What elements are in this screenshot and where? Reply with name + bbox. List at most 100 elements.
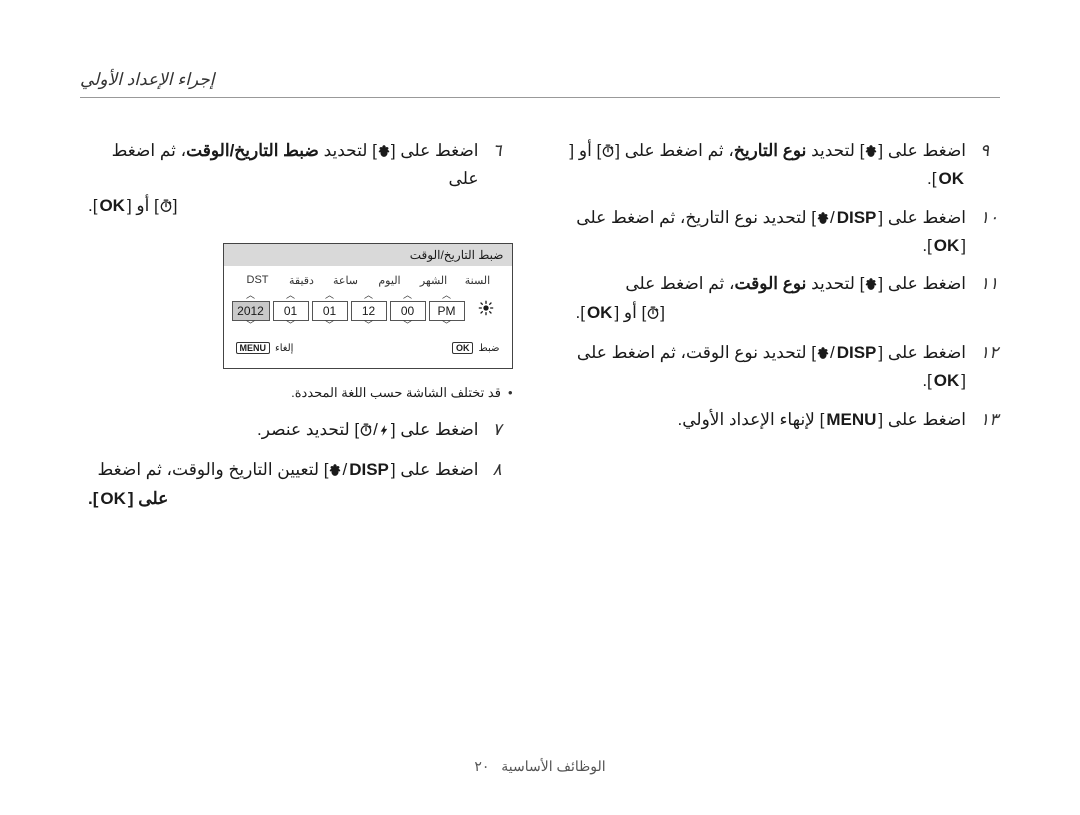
text: [ [173, 196, 178, 215]
value-year: 2012 [232, 301, 270, 321]
timer-icon [646, 302, 660, 328]
ok-key: OK [98, 486, 128, 512]
spinner-month[interactable]: ︿ 01 ﹀ [273, 291, 309, 331]
disp-key: DISP [347, 457, 391, 483]
page-number: ٢٠ [474, 758, 489, 774]
text: ] لإنهاء الإعداد الأولي. [678, 410, 825, 429]
step-number: ١٢ [980, 340, 1000, 395]
dst-icon-cell[interactable] [468, 290, 504, 332]
text: ]. [922, 371, 931, 390]
step-9: ٩ اضغط على [ ] لتحديد نوع التاريخ، ثم اضغ… [568, 138, 1001, 193]
step-number: ١٠ [980, 205, 1000, 260]
text: اضغط على [ [391, 420, 479, 439]
page-header: إجراء الإعداد الأولي [80, 70, 1000, 98]
text: ]. [88, 489, 98, 508]
macro-icon [328, 459, 342, 485]
text: ]. [576, 303, 585, 322]
value-month: 01 [273, 301, 309, 321]
text: على [ [128, 489, 168, 508]
step-number: ١١ [980, 271, 1000, 328]
text: اضغط على [ [391, 141, 479, 160]
text: ] لتحديد [806, 141, 864, 160]
text: ]. [922, 236, 931, 255]
timer-icon [359, 419, 373, 445]
screen-set[interactable]: OK ضبط [452, 342, 500, 354]
camera-screen: ضبط التاريخ/الوقت السنة الشهر اليوم ساعة… [223, 243, 513, 369]
step-13: ١٣ اضغط على [MENU] لإنهاء الإعداد الأولي… [568, 407, 1001, 433]
text: ، ثم اضغط على [625, 274, 734, 293]
step-11: ١١ اضغط على [] لتحديد نوع الوقت، ثم اضغط… [568, 271, 1001, 328]
ok-key: OK [937, 166, 967, 192]
text: اضغط على [ [878, 410, 966, 429]
text: ] لتحديد [319, 141, 377, 160]
ok-key: OK [932, 368, 962, 394]
text: ] لتعيين التاريخ والوقت، ثم اضغط [98, 460, 329, 479]
left-column: ٩ اضغط على [] لتحديد نوع التاريخ، ثم اضغ… [568, 138, 1001, 524]
timer-icon [601, 140, 615, 166]
ok-key-box: OK [452, 342, 474, 354]
step-number: ١٣ [980, 407, 1000, 433]
text: ] لتحديد عنصر. [257, 420, 359, 439]
disp-key: DISP [835, 340, 879, 366]
label-day: اليوم [368, 274, 412, 287]
text: ] لتحديد [806, 274, 864, 293]
spinner-hour[interactable]: ︿ 12 ﹀ [351, 291, 387, 331]
cancel-label: إلغاء [275, 343, 293, 354]
text: ] أو [ [127, 196, 159, 215]
step-12: ١٢ اضغط على [DISP/] لتحديد نوع الوقت، ثم… [568, 340, 1001, 395]
step-number: ٩ [980, 138, 1000, 193]
value-hour: 12 [351, 301, 387, 321]
ok-key: OK [585, 300, 615, 326]
ok-key: OK [932, 233, 962, 259]
macro-icon [816, 342, 830, 368]
disp-key: DISP [835, 205, 879, 231]
spinner-day[interactable]: ︿ 01 ﹀ [312, 291, 348, 331]
step-number: ٦ [493, 138, 513, 221]
right-column: ٦ اضغط على [] لتحديد ضبط التاريخ/الوقت، … [80, 138, 513, 524]
label-year: السنة [456, 274, 500, 287]
note-language: قد تختلف الشاشة حسب اللغة المحددة. [80, 385, 513, 401]
text: اضغط على [ [878, 343, 966, 362]
spinner-minute[interactable]: ︿ 00 ﹀ [390, 291, 426, 331]
page-footer: الوظائف الأساسية ٢٠ [0, 758, 1080, 775]
text: ] أو [ [569, 141, 601, 160]
text: ]. [927, 169, 936, 188]
footer-label: الوظائف الأساسية [501, 758, 605, 774]
set-label: ضبط [478, 343, 499, 354]
flash-icon [378, 419, 391, 445]
step-6: ٦ اضغط على [] لتحديد ضبط التاريخ/الوقت، … [80, 138, 513, 221]
step-number: ٧ [493, 417, 513, 445]
text: ]. [88, 196, 97, 215]
text: اضغط على [ [391, 460, 479, 479]
text: اضغط على [ [878, 141, 966, 160]
timer-icon [159, 195, 173, 221]
spinner-year[interactable]: ︿ 2012 ﹀ [232, 291, 270, 331]
bold-label: نوع التاريخ [734, 141, 807, 160]
bold-label: ضبط التاريخ/الوقت [186, 141, 319, 160]
screen-title: ضبط التاريخ/الوقت [224, 244, 512, 266]
screen-cancel[interactable]: MENU إلغاء [236, 342, 294, 354]
macro-icon [864, 140, 878, 166]
text: ، ثم اضغط على [ [615, 141, 734, 160]
macro-icon [816, 207, 830, 233]
ok-key: OK [97, 193, 127, 219]
text: ] أو [ [614, 303, 646, 322]
text: [ [660, 303, 665, 322]
step-7: ٧ اضغط على [/] لتحديد عنصر. [80, 417, 513, 445]
screen-column-labels: السنة الشهر اليوم ساعة دقيقة DST [232, 274, 504, 290]
label-dst: DST [236, 274, 280, 287]
value-ampm: PM [429, 301, 465, 321]
macro-icon [377, 140, 391, 166]
label-minute: دقيقة [280, 274, 324, 287]
spinner-ampm[interactable]: ︿ PM ﹀ [429, 291, 465, 331]
step-8: ٨ اضغط على [DISP/] لتعيين التاريخ والوقت… [80, 457, 513, 512]
value-minute: 00 [390, 301, 426, 321]
value-day: 01 [312, 301, 348, 321]
text: اضغط على [ [878, 208, 966, 227]
label-hour: ساعة [324, 274, 368, 287]
text: اضغط على [ [878, 274, 966, 293]
macro-icon [864, 273, 878, 299]
step-10: ١٠ اضغط على [DISP/] لتحديد نوع التاريخ، … [568, 205, 1001, 260]
label-month: الشهر [412, 274, 456, 287]
step-number: ٨ [493, 457, 513, 512]
